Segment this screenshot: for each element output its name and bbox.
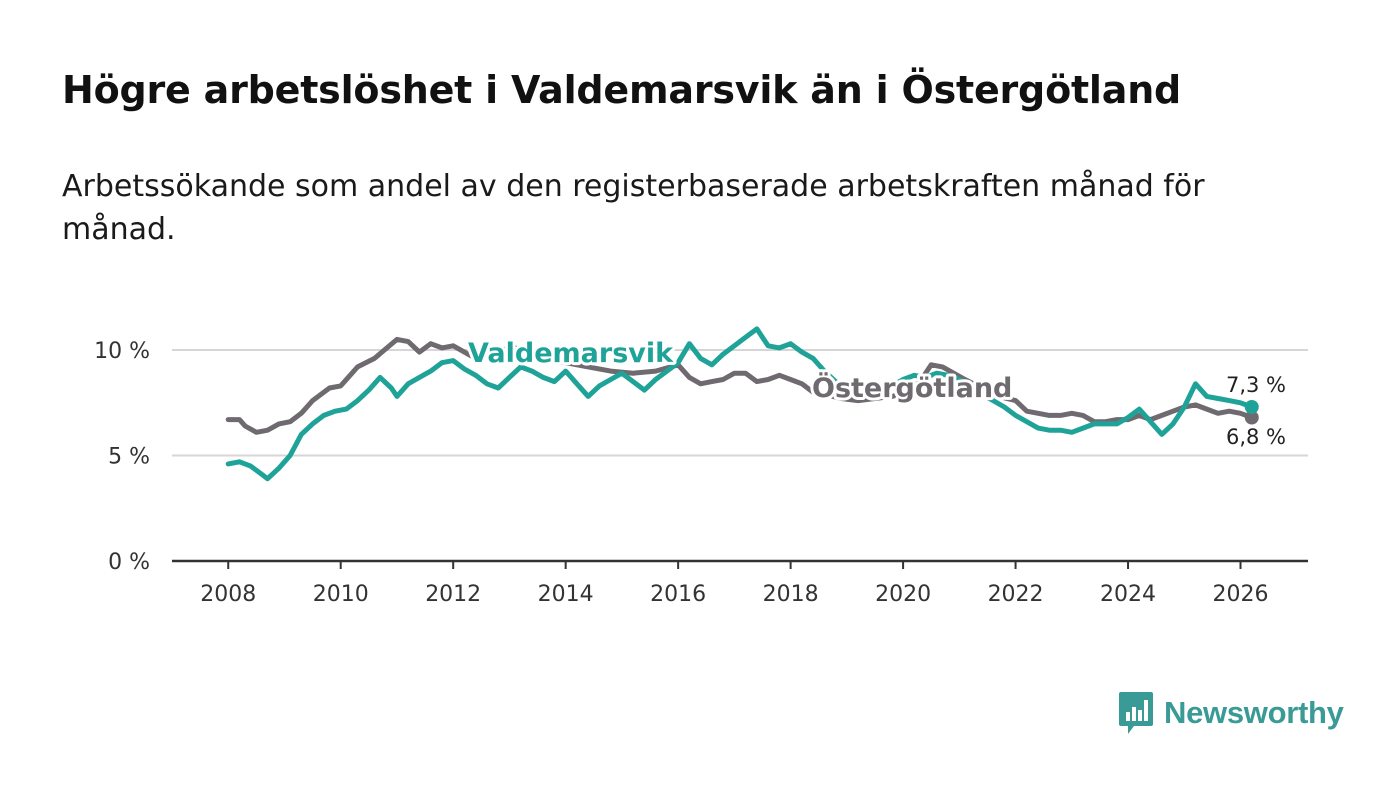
bar-chart-speech-bubble-icon bbox=[1119, 692, 1153, 734]
x-tick-label: 2026 bbox=[1213, 582, 1269, 607]
end-point-östergötland bbox=[1244, 410, 1259, 425]
x-tick-label: 2010 bbox=[313, 582, 369, 607]
x-tick-label: 2012 bbox=[425, 582, 481, 607]
y-tick-label: 0 % bbox=[108, 550, 150, 575]
y-tick-label: 5 % bbox=[108, 445, 150, 470]
x-tick-label: 2024 bbox=[1100, 582, 1156, 607]
brand-name: Newsworthy bbox=[1164, 695, 1344, 730]
series-label-ostergotland: Östergötland bbox=[812, 371, 1012, 404]
chart-title: Högre arbetslöshet i Valdemarsvik än i Ö… bbox=[62, 68, 1182, 112]
y-axis: 0 % 5 % 10 % bbox=[94, 339, 150, 575]
x-tick-label: 2018 bbox=[763, 582, 819, 607]
series-labels: ValdemarsvikValdemarsvikÖstergötlandÖste… bbox=[465, 335, 1289, 452]
series-line-östergötland bbox=[225, 336, 1255, 435]
end-label-ostergotland: 6,8 % bbox=[1226, 425, 1286, 449]
y-tick-label: 10 % bbox=[94, 339, 150, 364]
end-label-valdemarsvik: 7,3 % bbox=[1226, 373, 1286, 397]
end-label-ostergotland-halo: 6,8 % bbox=[1226, 425, 1286, 449]
series-line-valdemarsvik bbox=[225, 326, 1255, 482]
x-tick-label: 2008 bbox=[200, 582, 256, 607]
end-label-valdemarsvik-halo: 7,3 % bbox=[1226, 373, 1286, 397]
x-tick-label: 2016 bbox=[650, 582, 706, 607]
x-axis: 2008 2010 2012 2014 2016 2018 2020 2022 2024 2026 bbox=[172, 559, 1308, 607]
series-label-ostergotland-halo: Östergötland bbox=[812, 371, 1012, 404]
chart-subtitle: Arbetssökande som andel av den registerb… bbox=[62, 169, 1205, 247]
series-label-valdemarsvik: Valdemarsvik bbox=[468, 338, 674, 369]
series-lines bbox=[225, 326, 1259, 482]
series-label-valdemarsvik-halo: Valdemarsvik bbox=[468, 338, 674, 369]
gridlines bbox=[172, 349, 1308, 457]
newsworthy-logo: Newsworthy bbox=[1118, 690, 1344, 736]
x-tick-label: 2020 bbox=[875, 582, 931, 607]
x-tick-label: 2014 bbox=[538, 582, 594, 607]
end-point-valdemarsvik bbox=[1244, 399, 1259, 414]
x-tick-label: 2022 bbox=[988, 582, 1044, 607]
